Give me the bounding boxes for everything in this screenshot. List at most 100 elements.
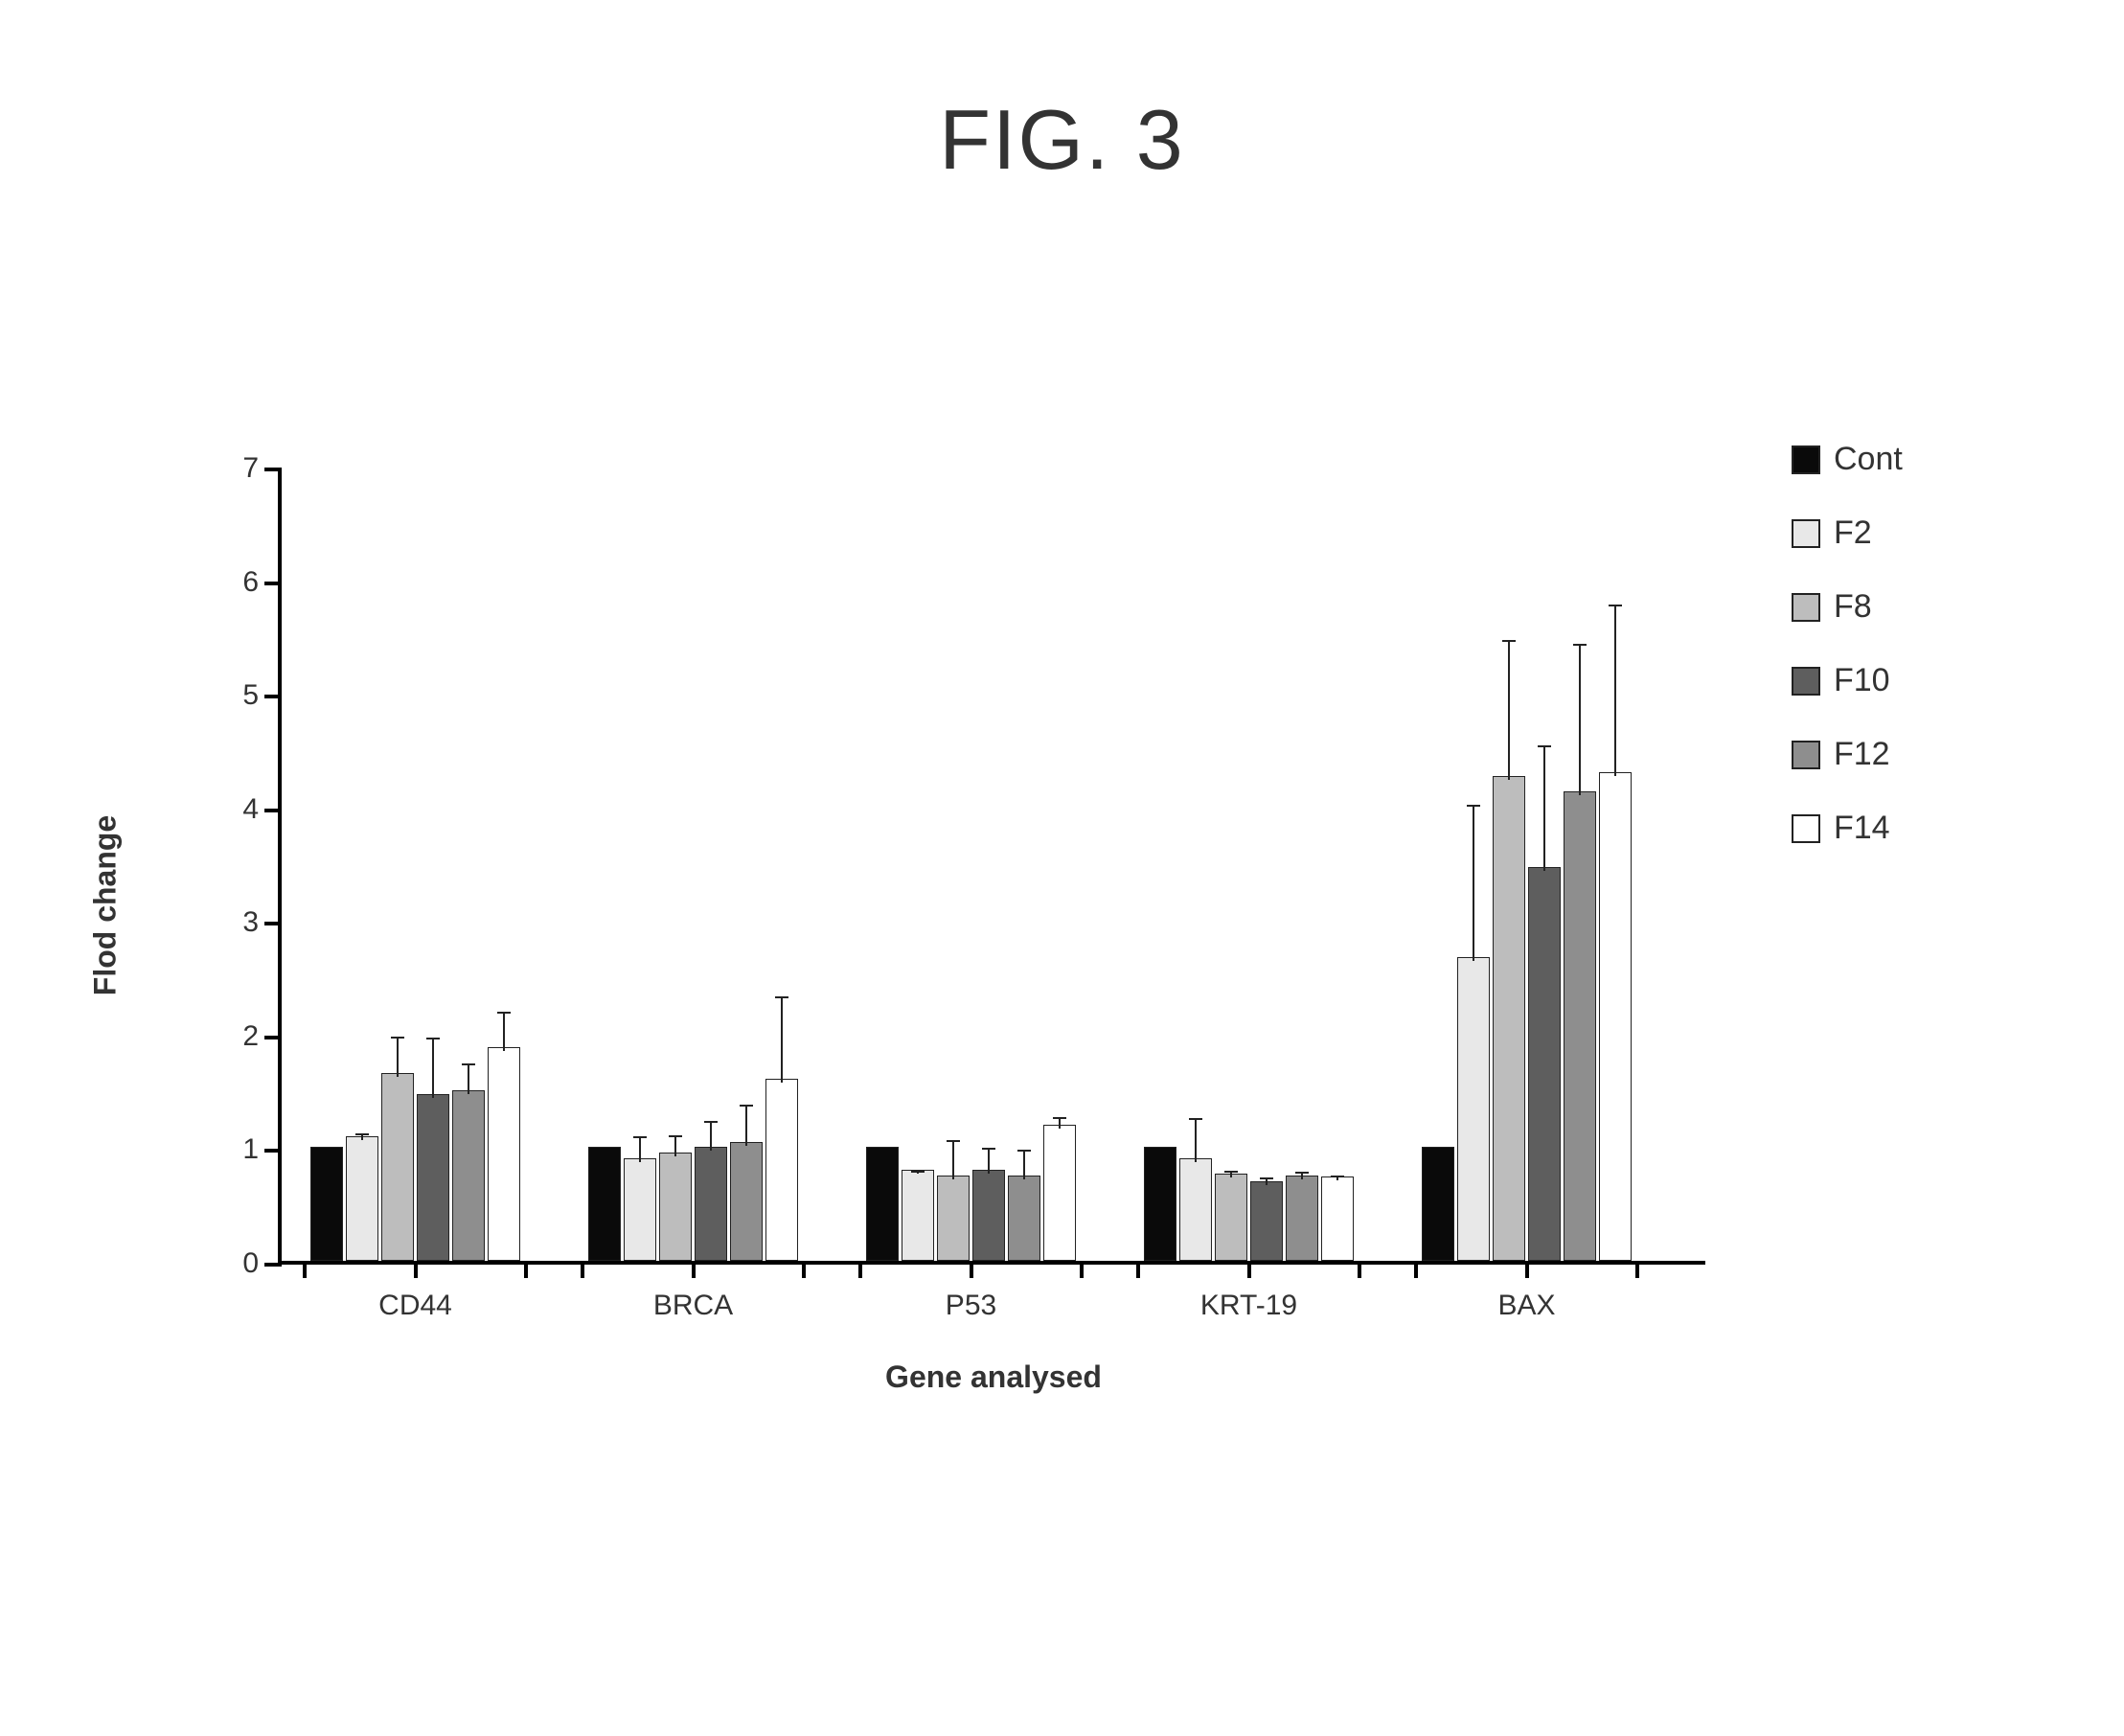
chart-area: Flod change Gene analysed 01234567CD44BR… bbox=[220, 469, 1705, 1341]
x-tick bbox=[581, 1261, 584, 1278]
x-tick bbox=[303, 1261, 307, 1278]
plot-region: Gene analysed 01234567CD44BRCAP53KRT-19B… bbox=[278, 469, 1705, 1265]
bar bbox=[588, 1147, 621, 1261]
y-tick bbox=[264, 922, 282, 925]
bar bbox=[902, 1170, 934, 1261]
error-bar-cap bbox=[947, 1140, 960, 1142]
error-bar-cap bbox=[1017, 1150, 1031, 1152]
x-tick bbox=[802, 1261, 806, 1278]
legend-label: F10 bbox=[1834, 662, 1890, 699]
legend-label: F8 bbox=[1834, 588, 1872, 626]
bar bbox=[1493, 776, 1525, 1261]
bar bbox=[1043, 1125, 1076, 1261]
bar bbox=[1321, 1176, 1354, 1261]
error-bar-stem bbox=[503, 1013, 505, 1051]
y-tick-label: 0 bbox=[224, 1247, 259, 1280]
y-tick-label: 6 bbox=[224, 566, 259, 599]
error-bar-cap bbox=[1609, 605, 1622, 606]
error-bar-cap bbox=[391, 1037, 404, 1039]
bar bbox=[1564, 791, 1596, 1261]
bar bbox=[695, 1147, 727, 1261]
bar bbox=[1528, 867, 1561, 1261]
error-bar-stem bbox=[710, 1122, 712, 1152]
bar bbox=[310, 1147, 343, 1261]
bar bbox=[730, 1142, 763, 1262]
bar bbox=[1250, 1181, 1283, 1261]
error-bar-cap bbox=[1224, 1171, 1238, 1173]
legend-item: Cont bbox=[1792, 441, 2041, 478]
legend-item: F2 bbox=[1792, 514, 2041, 552]
legend-swatch bbox=[1792, 593, 1820, 622]
bar bbox=[488, 1047, 520, 1261]
error-bar-cap bbox=[355, 1133, 369, 1135]
error-bar-stem bbox=[1266, 1178, 1268, 1185]
bar bbox=[937, 1176, 970, 1261]
error-bar-cap bbox=[462, 1063, 475, 1065]
y-tick-label: 3 bbox=[224, 906, 259, 939]
error-bar-stem bbox=[674, 1136, 676, 1156]
error-bar-stem bbox=[1023, 1151, 1025, 1179]
x-tick bbox=[1414, 1261, 1418, 1278]
y-axis-label: Flod change bbox=[88, 815, 124, 995]
x-axis-label: Gene analysed bbox=[282, 1359, 1705, 1395]
error-bar-stem bbox=[1508, 641, 1510, 780]
bar bbox=[346, 1136, 378, 1261]
y-tick bbox=[264, 1149, 282, 1153]
x-tick-label: CD44 bbox=[378, 1290, 452, 1322]
legend-label: F2 bbox=[1834, 514, 1872, 552]
error-bar-stem bbox=[1195, 1119, 1197, 1162]
y-tick-label: 5 bbox=[224, 679, 259, 712]
error-bar-stem bbox=[1543, 746, 1545, 870]
error-bar-cap bbox=[426, 1038, 440, 1039]
error-bar-cap bbox=[1502, 640, 1516, 642]
x-tick bbox=[1080, 1261, 1084, 1278]
figure-page: FIG. 3 Flod change Gene analysed 0123456… bbox=[0, 0, 2124, 1736]
bar bbox=[972, 1170, 1005, 1261]
error-bar-cap bbox=[497, 1012, 511, 1014]
legend: ContF2F8F10F12F14 bbox=[1792, 441, 2041, 883]
y-tick bbox=[264, 468, 282, 471]
error-bar-stem bbox=[639, 1137, 641, 1162]
legend-item: F8 bbox=[1792, 588, 2041, 626]
x-tick bbox=[1136, 1261, 1140, 1278]
y-tick-label: 2 bbox=[224, 1020, 259, 1053]
bar bbox=[866, 1147, 899, 1261]
error-bar-stem bbox=[988, 1149, 990, 1174]
error-bar-stem bbox=[468, 1064, 469, 1094]
error-bar-cap bbox=[633, 1136, 647, 1138]
y-tick bbox=[264, 1263, 282, 1267]
bar bbox=[1008, 1176, 1040, 1261]
error-bar-cap bbox=[669, 1135, 682, 1137]
x-tick bbox=[1635, 1261, 1639, 1278]
bar bbox=[1179, 1158, 1212, 1261]
error-bar-cap bbox=[1573, 644, 1587, 646]
bar bbox=[452, 1090, 485, 1261]
legend-item: F10 bbox=[1792, 662, 2041, 699]
y-tick-label: 7 bbox=[224, 452, 259, 485]
x-tick bbox=[1525, 1261, 1529, 1278]
legend-label: F14 bbox=[1834, 810, 1890, 847]
y-tick bbox=[264, 809, 282, 812]
y-tick bbox=[264, 695, 282, 698]
y-tick bbox=[264, 582, 282, 585]
y-tick-label: 4 bbox=[224, 793, 259, 826]
figure-title: FIG. 3 bbox=[0, 91, 2124, 189]
bar bbox=[1457, 957, 1490, 1261]
x-tick-label: BAX bbox=[1497, 1290, 1555, 1322]
legend-label: Cont bbox=[1834, 441, 1903, 478]
bar bbox=[659, 1153, 692, 1261]
y-tick bbox=[264, 1036, 282, 1039]
error-bar-stem bbox=[1473, 806, 1474, 961]
error-bar-stem bbox=[745, 1106, 747, 1146]
x-tick bbox=[970, 1261, 973, 1278]
x-tick bbox=[692, 1261, 696, 1278]
x-tick-label: KRT-19 bbox=[1200, 1290, 1297, 1322]
legend-swatch bbox=[1792, 667, 1820, 696]
x-tick bbox=[858, 1261, 862, 1278]
bar bbox=[1286, 1176, 1318, 1261]
error-bar-cap bbox=[775, 996, 788, 998]
error-bar-cap bbox=[1189, 1118, 1202, 1120]
x-tick bbox=[414, 1261, 418, 1278]
error-bar-cap bbox=[1538, 745, 1551, 747]
x-tick bbox=[1358, 1261, 1361, 1278]
